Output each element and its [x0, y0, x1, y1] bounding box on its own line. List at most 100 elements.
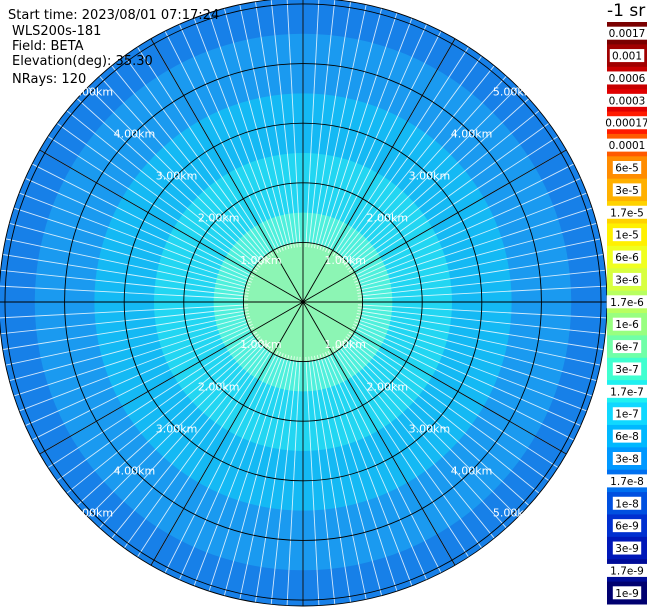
ray-separator [3, 312, 250, 367]
colorbar-label-box [612, 452, 642, 465]
ray-separator [327, 29, 443, 254]
colorbar-label-box [606, 205, 647, 219]
ray-separator [345, 336, 542, 495]
ray-separator [357, 304, 607, 319]
colorbar-label: 6e-5 [615, 163, 639, 175]
ray-separator [3, 237, 250, 292]
ray-separator [337, 63, 496, 260]
colorbar-label: 1e-8 [615, 498, 639, 510]
ray-separator [86, 340, 265, 519]
ray-separator [0, 253, 249, 294]
range-grid [0, 0, 608, 607]
ray-separator [178, 352, 282, 582]
field-text: Field: BETA [12, 39, 84, 54]
azimuth-spoke [302, 38, 456, 303]
ray-separator [355, 318, 595, 397]
range-ring-label: 4.00km [114, 465, 156, 478]
ray-separator [17, 191, 252, 283]
azimuth-spoke [150, 38, 304, 303]
device-text: WLS200s-181 [12, 24, 101, 39]
azimuth-spoke [302, 301, 567, 455]
ray-separator [341, 340, 520, 519]
ray-separator [305, 356, 320, 606]
ray-separator [345, 109, 542, 268]
ray-separator [30, 162, 255, 278]
ray-separator [353, 177, 583, 281]
colorbar-label: 3e-9 [615, 543, 639, 555]
ray-separator [356, 315, 599, 382]
nrays-text: NRays: 120 [12, 72, 86, 87]
ray-separator [311, 0, 352, 248]
ray-separator [322, 353, 414, 588]
range-ring-label: 4.00km [114, 127, 156, 140]
ray-separator [64, 336, 261, 495]
ray-separator [46, 331, 258, 470]
ray-separator [192, 16, 284, 251]
range-ring-label: 3.00km [409, 170, 451, 183]
colorbar-label: 1.7e-9 [610, 565, 644, 577]
colorbar-label-box [612, 340, 642, 354]
ray-separator [353, 323, 583, 427]
colorbar-label: 6e-8 [615, 431, 639, 443]
colorbar-label-box [612, 228, 642, 242]
ray-separator [270, 356, 298, 606]
ray-separator [343, 338, 531, 508]
ray-separator [286, 356, 301, 606]
ray-separator [23, 177, 253, 281]
colorbar-label: 1.7e-8 [610, 476, 644, 488]
ray-separator [11, 207, 251, 286]
ray-separator [163, 29, 279, 254]
ray-separator [254, 0, 295, 248]
ray-separator [223, 355, 290, 598]
colorbar-label-box [612, 519, 642, 533]
colorbar-label: 0.001 [612, 51, 642, 63]
ray-separator [0, 307, 249, 335]
azimuth-spoke [302, 149, 567, 303]
colorbar-label-box [606, 474, 647, 488]
ray-separator [348, 134, 560, 273]
ray-separator [311, 356, 352, 605]
colorbar-label-box [612, 429, 642, 443]
colorbar-label: 0.0006 [609, 73, 646, 85]
ray-separator [354, 321, 589, 413]
ray-separator [337, 344, 496, 541]
range-ring-label: 3.00km [156, 422, 198, 435]
ray-separator [348, 331, 560, 470]
colorbar-label-box [606, 138, 647, 152]
ray-separator [122, 346, 272, 550]
range-ring-label: 4.00km [451, 127, 493, 140]
colorbar-label-box [612, 250, 642, 264]
ray-separator [324, 22, 428, 252]
colorbar-unit-label: -1 sr [607, 1, 645, 21]
range-ring-label: 2.00km [198, 212, 240, 225]
ray-separator [238, 2, 293, 249]
ray-separator [0, 310, 249, 351]
ray-separator [319, 354, 398, 594]
ray-separator [313, 2, 368, 249]
ray-separator [356, 237, 603, 292]
ray-separator [192, 353, 284, 588]
range-ring-label: 1.00km [240, 254, 282, 267]
ray-separator [319, 10, 398, 250]
range-ring-label: 2.00km [366, 380, 408, 393]
ray-separator [332, 347, 471, 559]
ray-separator [55, 121, 259, 271]
ray-separator [308, 356, 336, 606]
colorbar-label: 1.7e-5 [610, 207, 644, 219]
ray-separator [324, 352, 428, 582]
colorbar-label-box [606, 295, 647, 309]
range-ring-label: 5.00km [71, 85, 113, 98]
ray-separator [7, 315, 250, 382]
ray-separator [23, 323, 253, 427]
colorbar-label: 0.00017 [605, 118, 647, 130]
colorbar-label-box [612, 541, 642, 555]
ray-separator [347, 121, 551, 271]
colorbar-label-box [612, 362, 642, 376]
ray-separator [254, 356, 295, 605]
ray-separator [208, 354, 287, 594]
range-ring-label: 5.00km [493, 85, 535, 98]
ray-separator [322, 16, 414, 251]
ray-separator [313, 355, 368, 602]
ray-separator [86, 85, 265, 264]
azimuth-spoke [39, 301, 304, 455]
